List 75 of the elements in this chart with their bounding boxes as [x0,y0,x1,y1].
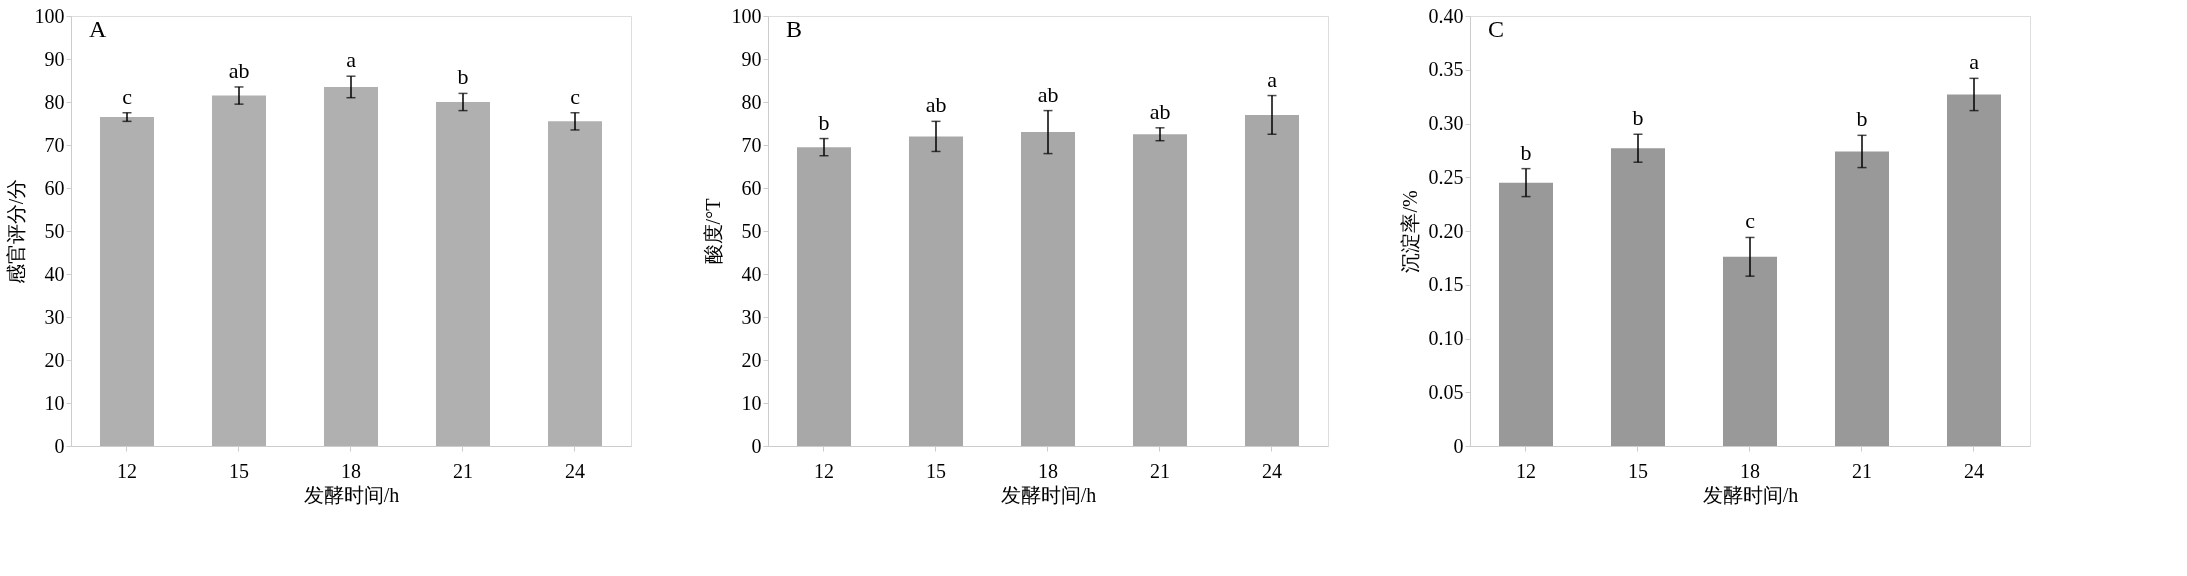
y-tick-label: 70 [741,133,762,156]
y-tick-label: 0.10 [1428,327,1464,349]
annotation: a [1267,66,1278,92]
x-tick-label: 24 [1262,459,1282,482]
y-tick-label: 50 [741,219,762,242]
annotation: ab [228,57,250,83]
y-tick-label: 60 [741,176,762,199]
x-tick-label: 15 [1628,459,1648,482]
x-tick-label: 21 [1150,459,1170,482]
y-tick-label: 90 [741,47,762,70]
x-axis-title: 发酵时间/h [1702,483,1799,506]
bar [1835,151,1889,446]
x-tick-label: 21 [453,459,473,482]
y-tick-label: 0.35 [1428,58,1464,81]
x-axis-title: 发酵时间/h [1000,483,1097,506]
y-axis-title: 沉淀率/% [1398,190,1421,273]
x-tick-label: 15 [926,459,946,482]
y-tick-label: 0.30 [1428,112,1464,134]
x-axis-title: 发酵时间/h [303,483,400,506]
annotation: a [1969,49,1980,75]
y-tick-label: 10 [44,391,65,414]
annotation: b [457,64,469,90]
annotation: c [122,83,133,109]
y-tick-label: 0.15 [1428,273,1464,296]
y-tick-label: 0.20 [1428,219,1464,242]
x-tick-label: 24 [565,459,585,482]
x-tick-label: 24 [1964,459,1984,482]
x-tick-label: 21 [1852,459,1872,482]
annotation: c [570,83,581,109]
bar [1499,182,1553,446]
x-tick-label: 18 [1038,459,1058,482]
y-tick-label: 0 [751,434,762,457]
bar [1947,94,2001,446]
annotation: b [1632,105,1644,131]
y-tick-label: 40 [741,262,762,285]
y-tick-label: 70 [44,133,65,156]
annotation: b [1856,106,1868,132]
y-tick-label: 100 [731,4,762,27]
chart-title: A [89,16,107,42]
y-tick-label: 0 [1453,434,1464,457]
y-tick-label: 20 [741,348,762,371]
bar [1611,148,1665,446]
y-tick-label: 80 [741,90,762,113]
annotation: a [346,47,357,73]
x-tick-label: 12 [117,459,137,482]
y-tick-label: 30 [741,305,762,328]
y-tick-label: 0 [54,434,65,457]
x-tick-label: 12 [814,459,834,482]
y-tick-label: 100 [34,4,65,27]
y-tick-label: 0.05 [1428,380,1464,403]
y-tick-label: 0.25 [1428,165,1464,188]
bar [1723,256,1777,446]
x-tick-label: 15 [229,459,249,482]
annotation: c [1745,208,1756,234]
x-tick-label: 12 [1516,459,1536,482]
annotation: ab [1149,98,1171,124]
chart-title: B [786,16,803,42]
y-tick-label: 60 [44,176,65,199]
y-tick-label: 50 [44,219,65,242]
annotation: ab [925,92,947,118]
y-tick-label: 90 [44,47,65,70]
annotation: b [818,109,830,135]
x-tick-label: 18 [341,459,361,482]
annotation: ab [1037,81,1059,107]
y-tick-label: 10 [741,391,762,414]
y-tick-label: 30 [44,305,65,328]
y-tick-label: 40 [44,262,65,285]
y-tick-label: 80 [44,90,65,113]
y-axis-title: 酸度/°T [701,198,724,265]
chart-title: C [1488,16,1505,42]
y-axis-title: 感官评分/分 [4,178,27,285]
y-tick-label: 20 [44,348,65,371]
annotation: b [1520,139,1532,165]
y-tick-label: 0.40 [1428,4,1464,27]
x-tick-label: 18 [1740,459,1760,482]
